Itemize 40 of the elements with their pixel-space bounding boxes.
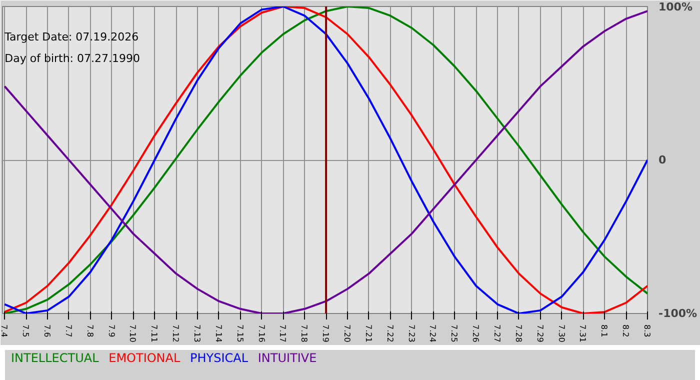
x-tick-label: 7.17 xyxy=(278,324,288,342)
x-tick-label: 8.2 xyxy=(621,324,630,338)
x-tick-label: 7.24 xyxy=(428,324,438,342)
x-tick-label: 8.3 xyxy=(642,324,652,338)
text: INTELLECTUAL xyxy=(11,351,99,365)
x-tick-label: 7.23 xyxy=(406,324,416,342)
x-tick-label: 7.11 xyxy=(150,324,159,342)
x-tick-label: 7.14 xyxy=(214,324,223,342)
text: INTUITIVE xyxy=(258,351,317,365)
x-tick-label: 7.19 xyxy=(321,324,330,342)
x-tick-label: 7.7 xyxy=(64,324,73,338)
x-tick-label: 7.29 xyxy=(535,324,544,342)
x-tick-label: 7.21 xyxy=(364,324,373,342)
x-tick-label: 7.26 xyxy=(471,324,480,342)
y-tick-label: 0 xyxy=(658,154,666,166)
x-tick-label: 7.5 xyxy=(21,324,30,338)
x-tick-label: 7.20 xyxy=(342,324,352,342)
x-tick-label: 7.8 xyxy=(85,324,94,338)
x-tick-label: 7.12 xyxy=(171,324,180,342)
x-tick-label: 7.30 xyxy=(556,324,566,342)
x-tick-label: 7.6 xyxy=(42,324,52,338)
x-tick-label: 7.10 xyxy=(128,324,138,342)
x-tick-label: 7.4 xyxy=(0,324,9,338)
x-tick-label: 7.28 xyxy=(514,324,523,342)
x-tick-label: 7.18 xyxy=(300,324,309,342)
x-tick-label: 7.15 xyxy=(235,324,244,342)
text: EMOTIONAL xyxy=(108,351,180,365)
x-tick-label: 7.31 xyxy=(578,324,588,342)
x-tick-label: 7.27 xyxy=(492,324,502,342)
text: PHYSICAL xyxy=(190,351,248,365)
annotation: Target Date: 07.19.2026 xyxy=(4,30,139,44)
y-tick-label: 100% xyxy=(658,0,692,14)
x-tick-label: 7.16 xyxy=(256,324,266,342)
x-tick-label: 7.9 xyxy=(106,324,116,338)
annotation: Day of birth: 07.27.1990 xyxy=(4,52,140,65)
x-tick-label: 7.13 xyxy=(192,324,202,342)
y-tick-label: -100% xyxy=(658,307,698,320)
x-tick-label: 8.1 xyxy=(600,324,609,338)
x-tick-label: 7.25 xyxy=(450,324,459,342)
x-tick-label: 7.22 xyxy=(385,324,394,342)
